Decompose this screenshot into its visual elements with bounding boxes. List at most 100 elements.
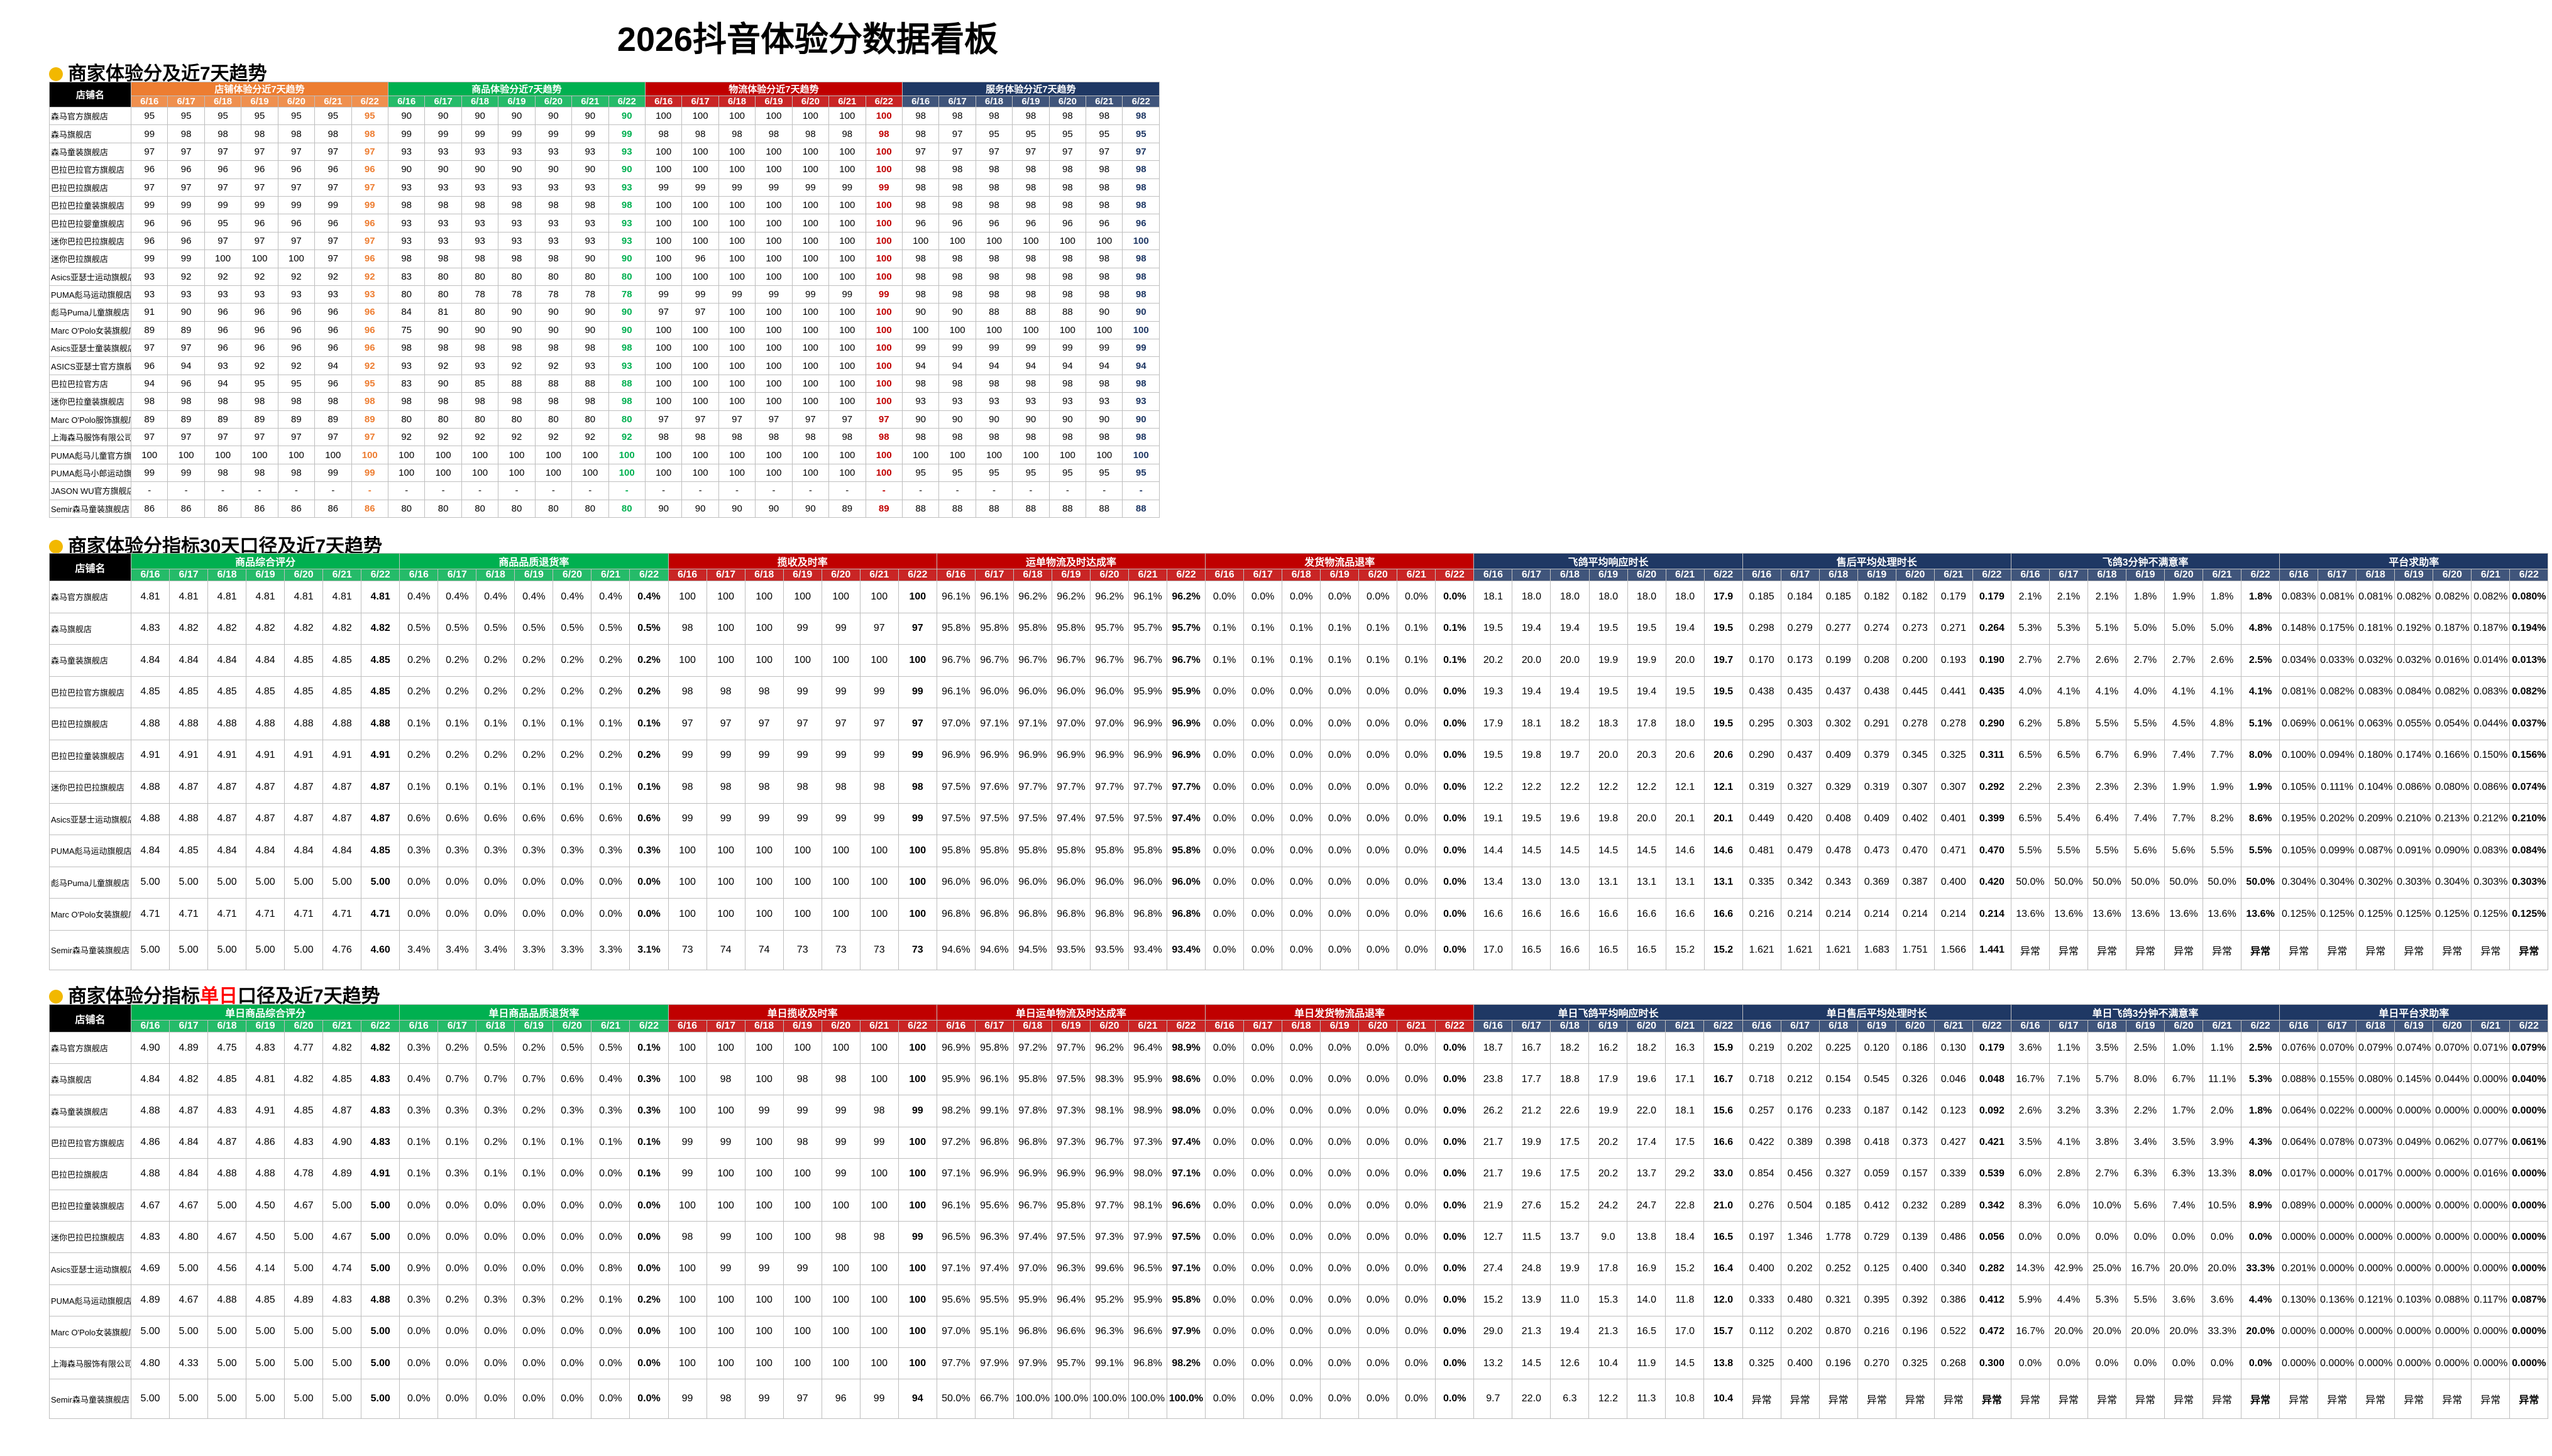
store-name: 巴拉巴拉旗舰店 [49,1158,131,1191]
metric-cell: 80 [571,267,609,286]
metric-cell: 4.88 [207,1158,247,1191]
metric-cell: 98 [1122,267,1160,286]
metric-cell: 98 [938,249,976,268]
metric-cell: 98 [644,428,683,447]
metric-cell: 4.69 [130,1252,170,1285]
metric-cell: - [498,481,536,500]
metric-cell: 0.1% [1320,644,1360,677]
metric-cell: 100 [718,142,756,161]
store-name: Marc O'Polo女装旗舰店 [49,1315,131,1349]
metric-cell: 97 [130,339,168,358]
metric-cell: 98.2% [936,1095,976,1127]
metric-cell: 89 [351,410,388,429]
metric-cell: 100 [1048,320,1087,340]
metric-cell: 80 [387,410,426,429]
metric-cell: 13.1 [1588,866,1628,899]
metric-cell: 18.2 [1550,708,1590,740]
metric-cell: 0.0% [1358,1158,1398,1191]
metric-cell: 4.88 [169,708,209,740]
metric-cell: 0.270 [1857,1347,1896,1380]
metric-cell: 94 [898,1379,937,1419]
metric-cell: 0.0% [1320,1190,1360,1222]
metric-cell: 98 [975,106,1013,126]
metric-cell: 80 [571,410,609,429]
metric-cell: 80 [498,499,536,518]
page-title: 2026抖音体验分数据看板 [617,21,999,58]
metric-cell: 16.9 [1627,1252,1666,1285]
metric-cell: 98 [706,676,745,709]
metric-cell: 97.3% [1051,1126,1091,1159]
metric-cell: 1.621 [1818,929,1858,971]
date-header: 6/16 [1473,569,1513,581]
metric-cell: 0.6% [553,802,592,836]
metric-cell: 19.4 [1512,612,1551,645]
metric-cell: 1.9% [2164,581,2204,613]
metric-cell: 0.086% [2394,771,2434,804]
metric-cell: 0.435 [1780,676,1820,709]
metric-cell: 92 [424,428,462,447]
date-header: 6/21 [591,1020,630,1032]
store-row: 彪马Puma儿童旗舰店 91 90 96 96 96 96 96 84 81 80 90 90 90 90 9… [49,303,1160,322]
date-header-row: 6/16 6/17 6/18 6/19 6/20 6/21 6/22 6/16 6/17 6/18… [50,569,2549,581]
metric-cell: 0.0% [629,1379,669,1419]
metric-cell: 98 [821,771,861,804]
metric-cell: 0.0% [1282,1252,1321,1285]
metric-cell: - [387,481,426,500]
metric-cell: 100 [608,463,646,483]
metric-cell: 90 [571,320,609,340]
metric-cell: 90 [608,303,646,322]
metric-cell: 4.74 [322,1252,362,1285]
date-header: 6/20 [1089,569,1130,581]
metric-cell: 98 [204,124,242,143]
metric-cell: 100 [718,231,756,251]
store-row: PUMA彪马儿童官方旗舰店100100100100100100100100100… [49,446,1160,464]
metric-cell: 5.9% [2010,1284,2050,1316]
date-header: 6/16 [2279,1020,2319,1032]
metric-cell: 97.5% [1089,802,1130,836]
metric-cell: 100 [351,446,388,464]
metric-cell: 0.545 [1857,1063,1896,1096]
metric-cell: 98 [975,249,1013,268]
metric-cell: 0.0% [1397,1063,1436,1096]
metric-cell: 0.0% [1358,676,1398,709]
metric-cell: 0.1% [476,708,515,740]
metric-cell: 100 [668,1252,707,1285]
metric-cell: 0.1% [629,708,669,740]
store-name: 森马童装旗舰店 [49,1095,131,1127]
metric-cell: 98 [241,392,278,411]
metric-cell: 0.2% [476,644,515,677]
metric-cell: 4.5% [2164,708,2204,740]
metric-cell: 95.1% [974,1315,1014,1349]
metric-cell: 0.387 [1895,866,1935,899]
metric-cell: 13.0 [1550,866,1590,899]
metric-cell: 4.85 [207,676,247,709]
metric-cell: 5.00 [246,1347,285,1380]
metric-cell: 4.91 [130,739,170,772]
metric-cell: 100 [644,231,683,251]
metric-cell: 18.0 [1627,581,1666,613]
metric-cell: - [351,481,388,500]
metric-cell: - [167,481,205,500]
metric-cell: 89 [828,499,866,518]
metric-cell: 0.456 [1780,1158,1820,1191]
section-title: 商家体验分及近7天趋势 [49,58,267,85]
metric-cell: 4.4% [2241,1284,2280,1316]
metric-cell: 0.421 [1972,1126,2011,1159]
metric-cell: 95.8% [1166,1284,1206,1316]
metric-cell: 4.83 [130,1221,170,1254]
metric-cell: 97 [277,231,316,251]
metric-cell: 96.8% [1013,1126,1052,1159]
metric-cell: 0.070% [2433,1031,2472,1065]
metric-cell: 6.5% [2010,739,2050,772]
metric-cell: 0.395 [1857,1284,1896,1316]
store-row: Marc O'Polo女装旗舰店 4.71 4.71 4.71 4.71 4.71 4.71… [49,898,2549,931]
metric-cell: 100 [859,1158,899,1191]
metric-cell: 98 [314,124,352,143]
metric-cell: 0.105% [2279,771,2319,804]
metric-cell: 80 [608,267,646,286]
metric-cell: 1.346 [1780,1221,1820,1254]
metric-cell: 66.7% [974,1379,1014,1419]
metric-cell: 80 [534,410,573,429]
metric-cell: 0.0% [1282,1347,1321,1380]
metric-cell: 0.154 [1818,1063,1858,1096]
